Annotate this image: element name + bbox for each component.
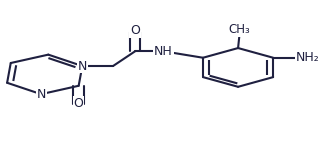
Text: NH: NH — [154, 45, 173, 58]
Text: N: N — [78, 60, 87, 73]
Text: NH₂: NH₂ — [296, 51, 320, 64]
Text: O: O — [130, 24, 140, 37]
Text: CH₃: CH₃ — [229, 23, 251, 36]
Text: O: O — [74, 97, 83, 110]
Text: N: N — [37, 88, 46, 101]
